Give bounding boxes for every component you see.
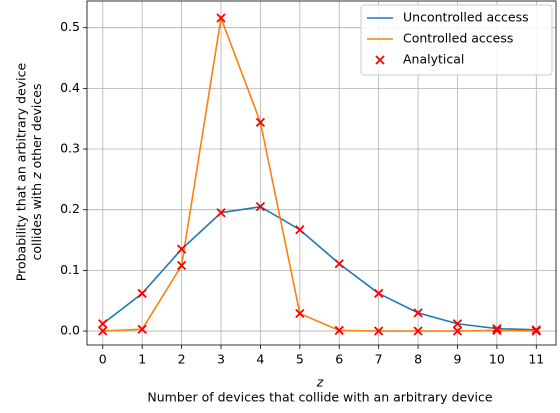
marker [176,260,187,271]
x-tick-label: 8 [414,352,422,367]
y-axis-label-line: Probability that an arbitrary device [14,62,29,281]
marker [216,208,226,218]
marker [295,225,305,235]
marker [531,326,541,336]
x-tick-label: 6 [335,352,343,367]
y-label-part: collides with [29,179,44,261]
series-line [102,205,537,331]
x-tick-label: 5 [296,352,304,367]
marker [374,288,384,299]
marker [374,326,384,336]
x-tick-label: 11 [528,352,544,367]
x-axis-label: Number of devices that collide with an a… [147,390,492,405]
plot-frame [86,0,557,346]
marker [334,259,344,269]
legend-box [360,4,553,76]
marker [413,308,423,318]
marker [137,288,147,299]
x-tick-label: 10 [489,352,505,367]
marker [492,323,502,334]
y-tick-label: 0.1 [60,262,80,277]
x-tick-label: 1 [138,352,146,367]
marker [452,319,463,329]
y-axis-label-line: collides with z other devices [29,84,44,261]
marker [176,244,187,254]
legend-label: Uncontrolled access [403,10,529,25]
x-axis-variable: z [316,375,324,390]
marker [255,202,266,212]
y-label-part: other devices [29,84,44,173]
x-tick-label: 3 [217,352,225,367]
marker [255,117,266,127]
x-tick-label: 9 [453,352,461,367]
marker [295,308,305,319]
x-tick-label: 0 [99,352,107,367]
y-tick-label: 0.4 [60,80,80,95]
marker [492,325,502,336]
marker [452,326,463,336]
marker [413,326,423,336]
y-tick-label: 0.2 [60,201,80,216]
y-axis-label: Probability that an arbitrary device col… [14,62,44,281]
marker [137,324,147,334]
marker [334,325,344,336]
marker [98,319,108,329]
legend-label: Analytical [403,52,464,67]
x-tick-label: 2 [178,352,186,367]
y-tick-label: 0.5 [60,19,80,34]
y-label-var: z [29,172,44,180]
x-tick-label: 7 [375,352,383,367]
marker [98,326,108,336]
y-tick-label: 0.0 [60,323,80,338]
y-tick-label: 0.3 [60,141,80,156]
series-line [102,14,537,332]
marker [375,55,385,65]
x-tick-label: 4 [256,352,264,367]
legend-label: Controlled access [403,31,513,46]
marker [216,13,226,23]
